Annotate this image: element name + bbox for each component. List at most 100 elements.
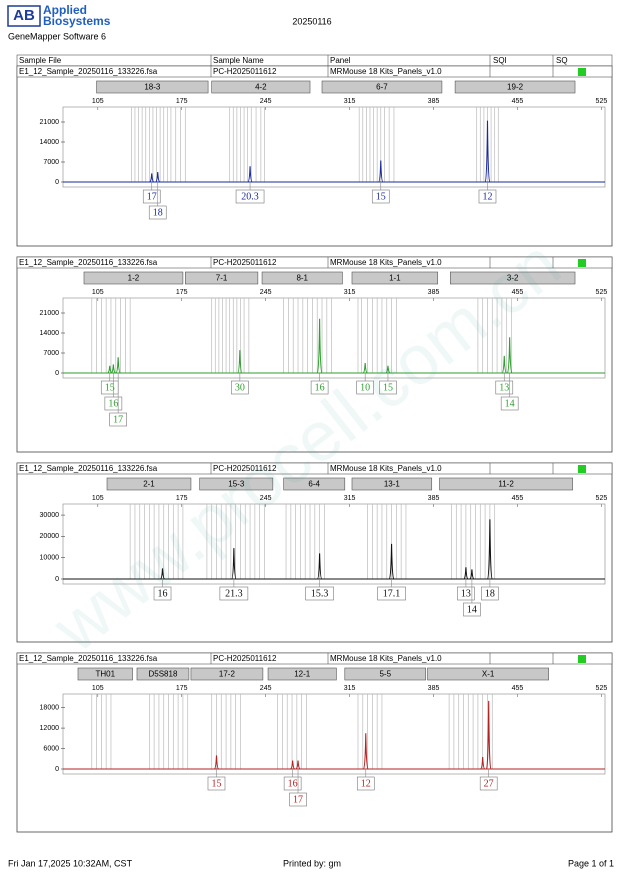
marker-name: D5S818	[148, 670, 177, 679]
allele-box	[310, 380, 329, 395]
column-header: Panel	[330, 56, 351, 65]
marker-name: 6-7	[376, 83, 388, 92]
marker-bar	[344, 667, 427, 681]
sample-file: E1_12_Sample_20250116_133226.fsa	[19, 258, 158, 267]
sample-file: E1_12_Sample_20250116_133226.fsa	[19, 464, 158, 473]
marker-bar	[185, 271, 259, 285]
allele-label: 16	[158, 588, 168, 599]
x-tick-label: 385	[428, 98, 440, 105]
marker-name: 17-2	[219, 670, 236, 679]
panel-name: MRMouse 18 Kits_Panels_v1.0	[330, 654, 442, 663]
allele-label: 15	[383, 382, 393, 393]
allele-label: 10	[360, 382, 370, 393]
allele-label: 17	[293, 794, 303, 805]
allele-label: 16	[108, 398, 118, 409]
column-header: SQ	[556, 56, 568, 65]
peak	[155, 171, 161, 183]
sq-flag	[578, 655, 586, 663]
y-tick-label: 12000	[40, 725, 60, 732]
marker-bar	[96, 80, 209, 94]
marker-bar	[439, 477, 573, 491]
x-tick-label: 385	[428, 289, 440, 296]
marker-bar	[351, 271, 439, 285]
marker-bar	[199, 477, 274, 491]
x-tick-label: 175	[176, 98, 188, 105]
x-tick-label: 455	[512, 685, 524, 692]
marker-name: 4-2	[255, 83, 267, 92]
peak	[485, 700, 492, 770]
allele-label: 18	[485, 588, 495, 599]
x-tick-label: 245	[260, 495, 272, 502]
peak	[484, 120, 491, 183]
peak	[388, 543, 395, 580]
x-tick-label: 245	[260, 289, 272, 296]
allele-box	[356, 380, 374, 395]
allele-box	[500, 396, 519, 411]
sample-name: PC-H2025011612	[213, 654, 277, 663]
y-tick-label: 18000	[40, 704, 60, 711]
plot-frame	[62, 106, 606, 188]
marker-name: 6-4	[308, 480, 320, 489]
peak	[160, 568, 165, 580]
allele-box	[481, 586, 499, 601]
peak	[316, 318, 323, 374]
plot-frame	[62, 297, 606, 379]
panel-name: MRMouse 18 Kits_Panels_v1.0	[330, 67, 442, 76]
panel-info-row	[16, 256, 613, 269]
y-tick-label: 10000	[40, 555, 60, 562]
x-tick-label: 105	[92, 495, 104, 502]
peak	[487, 519, 493, 580]
sample-file: E1_12_Sample_20250116_133226.fsa	[19, 67, 158, 76]
peak	[290, 760, 296, 770]
footer-page: Page 1 of 1	[568, 858, 614, 868]
marker-bar	[136, 667, 190, 681]
panel-info-row	[16, 652, 613, 665]
allele-box	[104, 396, 123, 411]
marker-name: 8-1	[296, 274, 308, 283]
marker-bar	[211, 80, 311, 94]
peak	[501, 355, 507, 374]
x-tick-label: 525	[596, 289, 608, 296]
logo-mark: AB	[13, 7, 35, 24]
peak	[480, 757, 486, 770]
x-tick-label: 245	[260, 98, 272, 105]
marker-bar	[106, 477, 192, 491]
x-tick-label: 245	[260, 685, 272, 692]
marker-name: 15-3	[228, 480, 245, 489]
allele-label: 13	[461, 588, 471, 599]
marker-bar	[351, 477, 433, 491]
allele-label: 14	[467, 604, 477, 615]
allele-label: 15	[211, 778, 221, 789]
sq-flag	[578, 68, 586, 76]
allele-label: 27	[484, 778, 494, 789]
peak	[107, 365, 113, 374]
peak	[115, 357, 121, 374]
y-tick-label: 7000	[43, 350, 59, 357]
x-tick-label: 315	[344, 685, 356, 692]
logo-line: Applied	[43, 3, 87, 17]
marker-name: 5-5	[379, 670, 391, 679]
panel-info-row	[16, 462, 613, 475]
marker-name: 19-2	[507, 83, 524, 92]
allele-label: 20.3	[241, 191, 259, 202]
allele-box	[289, 792, 307, 807]
y-tick-label: 0	[55, 576, 59, 583]
column-header: SQI	[493, 56, 507, 65]
allele-box	[235, 189, 265, 204]
x-tick-label: 105	[92, 289, 104, 296]
marker-name: 3-2	[507, 274, 519, 283]
allele-box	[207, 776, 226, 791]
x-tick-label: 525	[596, 98, 608, 105]
allele-label: 14	[505, 398, 515, 409]
marker-name: 18-3	[144, 83, 161, 92]
allele-label: 17	[113, 414, 123, 425]
panel-name: MRMouse 18 Kits_Panels_v1.0	[330, 258, 442, 267]
peak	[363, 733, 369, 770]
logo-line: Biosystems	[43, 14, 111, 28]
marker-name: 2-1	[143, 480, 155, 489]
run-title: 20250116	[292, 16, 331, 26]
allele-label: 17	[147, 191, 157, 202]
peak	[295, 760, 301, 770]
y-tick-label: 20000	[40, 533, 60, 540]
peak	[237, 350, 243, 374]
